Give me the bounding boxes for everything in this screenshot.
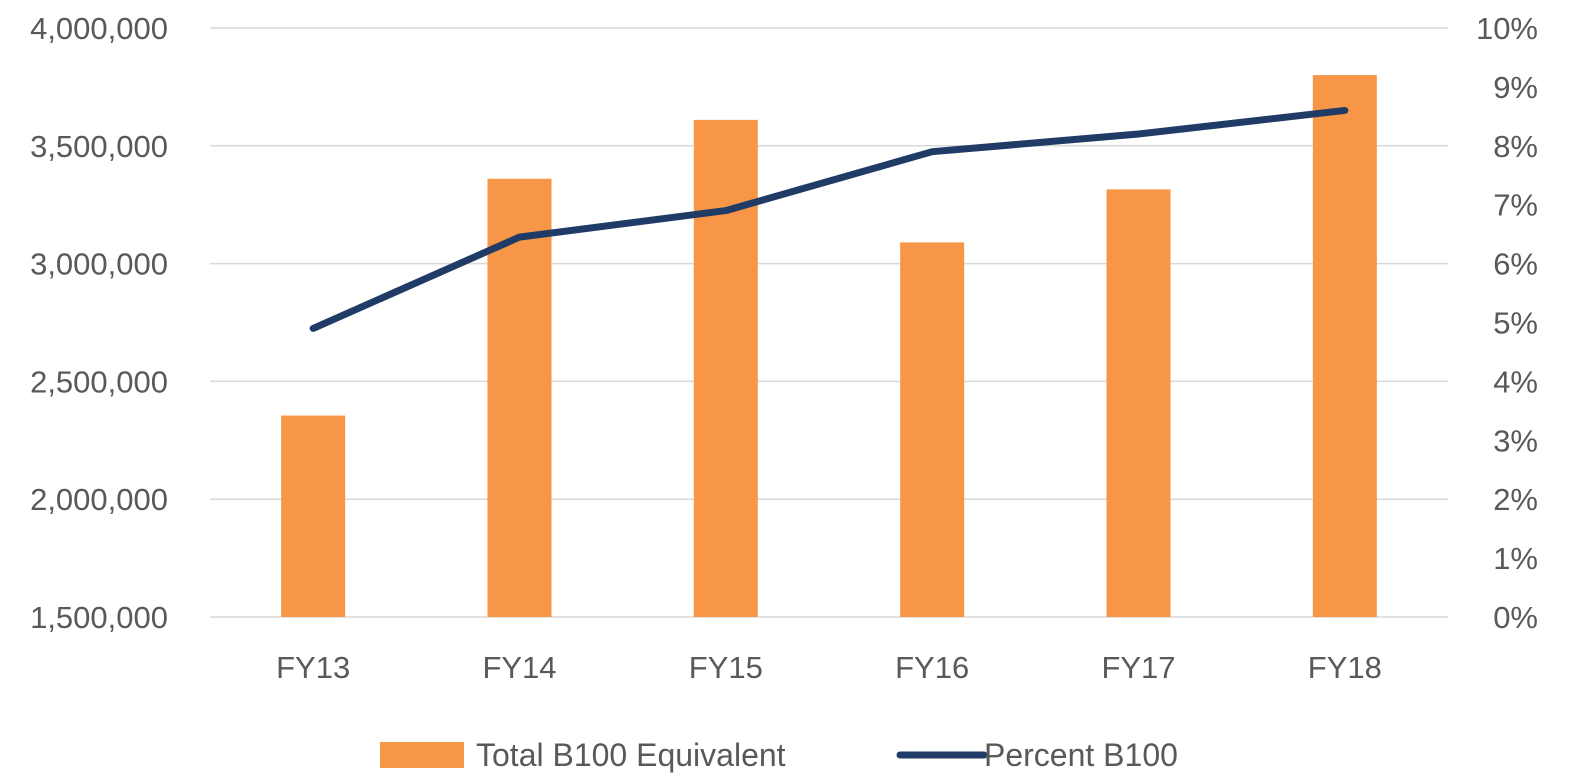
left-tick-label: 2,000,000 (30, 482, 168, 517)
x-tick-label: FY15 (689, 650, 763, 685)
right-tick-label: 9% (1493, 70, 1538, 105)
left-tick-label: 4,000,000 (30, 11, 168, 46)
line-point (310, 325, 317, 332)
right-tick-label: 4% (1493, 364, 1538, 399)
series-line (309, 106, 1349, 332)
line-point (516, 234, 523, 241)
legend: Total B100 Equivalent Percent B100 (380, 737, 1178, 773)
left-axis: 1,500,000 2,000,000 2,500,000 3,000,000 3,50… (30, 11, 168, 635)
bar (1106, 189, 1171, 618)
line-point (1341, 107, 1348, 114)
legend-label: Total B100 Equivalent (476, 737, 786, 773)
line-point (1135, 131, 1142, 138)
right-tick-label: 8% (1493, 129, 1538, 164)
bar-series (281, 75, 1377, 618)
right-tick-label: 10% (1476, 11, 1538, 46)
x-tick-label: FY14 (482, 650, 556, 685)
left-tick-label: 2,500,000 (30, 364, 168, 399)
right-tick-label: 7% (1493, 188, 1538, 223)
legend-label: Percent B100 (984, 737, 1178, 773)
x-tick-label: FY17 (1101, 650, 1175, 685)
bar (693, 119, 758, 617)
line-point (929, 148, 936, 155)
right-axis: 0% 1% 2% 3% 4% 5% 6% 7% 8% 9% 10% (1476, 11, 1538, 635)
right-tick-label: 0% (1493, 600, 1538, 635)
bar (900, 242, 965, 617)
right-tick-label: 3% (1493, 423, 1538, 458)
left-tick-label: 3,000,000 (30, 247, 168, 282)
right-tick-label: 1% (1493, 541, 1538, 576)
bar (281, 415, 346, 617)
right-tick-label: 5% (1493, 306, 1538, 341)
right-tick-label: 6% (1493, 247, 1538, 282)
right-tick-label: 2% (1493, 482, 1538, 517)
line-series (309, 106, 1349, 332)
bar (1312, 75, 1377, 618)
line-point (722, 207, 729, 214)
left-tick-label: 3,500,000 (30, 129, 168, 164)
x-tick-label: FY16 (895, 650, 969, 685)
gridlines (210, 27, 1448, 618)
x-axis: FY13 FY14 FY15 FY16 FY17 FY18 (276, 650, 1382, 685)
x-tick-label: FY18 (1308, 650, 1382, 685)
legend-swatch-bar (380, 742, 464, 768)
left-tick-label: 1,500,000 (30, 600, 168, 635)
x-tick-label: FY13 (276, 650, 350, 685)
bar (487, 178, 552, 617)
